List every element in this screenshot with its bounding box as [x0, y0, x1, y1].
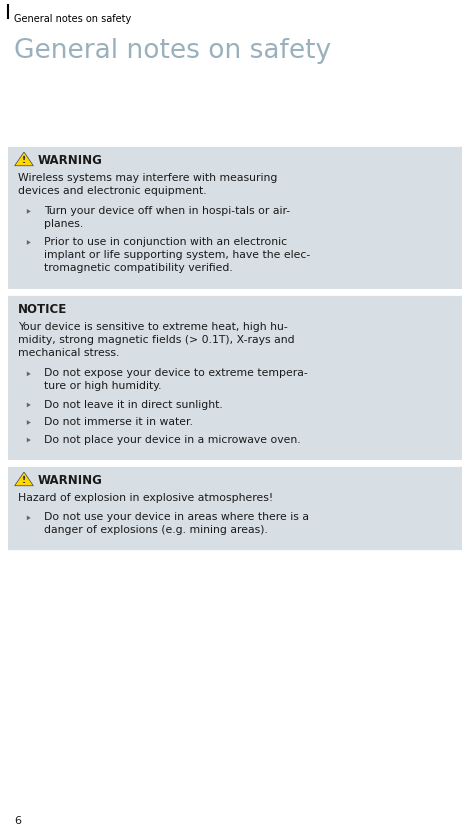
- Text: Do not leave it in direct sunlight.: Do not leave it in direct sunlight.: [44, 400, 223, 410]
- Text: WARNING: WARNING: [38, 154, 103, 167]
- Text: Your device is sensitive to extreme heat, high hu-
midity, strong magnetic field: Your device is sensitive to extreme heat…: [18, 322, 295, 358]
- Polygon shape: [27, 402, 31, 407]
- Polygon shape: [27, 371, 31, 376]
- FancyBboxPatch shape: [8, 294, 462, 460]
- Text: Prior to use in conjunction with an electronic
implant or life supporting system: Prior to use in conjunction with an elec…: [44, 237, 310, 273]
- FancyBboxPatch shape: [8, 145, 462, 289]
- Text: Turn your device off when in hospi­tals or air-
planes.: Turn your device off when in hospi­tals …: [44, 206, 290, 228]
- Text: 6: 6: [14, 816, 21, 826]
- Polygon shape: [15, 152, 33, 165]
- Polygon shape: [27, 438, 31, 443]
- Polygon shape: [27, 420, 31, 425]
- Text: Do not use your device in areas where there is a
danger of explosions (e.g. mini: Do not use your device in areas where th…: [44, 512, 309, 535]
- FancyBboxPatch shape: [8, 465, 462, 551]
- Polygon shape: [15, 472, 33, 486]
- Text: General notes on safety: General notes on safety: [14, 38, 331, 64]
- Text: NOTICE: NOTICE: [18, 303, 67, 316]
- Polygon shape: [27, 516, 31, 520]
- Polygon shape: [27, 209, 31, 214]
- Text: General notes on safety: General notes on safety: [14, 14, 131, 24]
- Text: Do not place your device in a microwave oven.: Do not place your device in a microwave …: [44, 434, 301, 444]
- Text: WARNING: WARNING: [38, 474, 103, 487]
- Text: !: !: [22, 156, 26, 165]
- Text: !: !: [22, 476, 26, 485]
- Polygon shape: [27, 240, 31, 244]
- Text: Hazard of explosion in explosive atmospheres!: Hazard of explosion in explosive atmosph…: [18, 493, 273, 503]
- Text: Do not expose your device to extreme tempera-
ture or high humidity.: Do not expose your device to extreme tem…: [44, 369, 308, 391]
- Text: Wireless systems may interfere with measuring
devices and electronic equipment.: Wireless systems may interfere with meas…: [18, 173, 277, 196]
- Text: Do not immerse it in water.: Do not immerse it in water.: [44, 417, 193, 427]
